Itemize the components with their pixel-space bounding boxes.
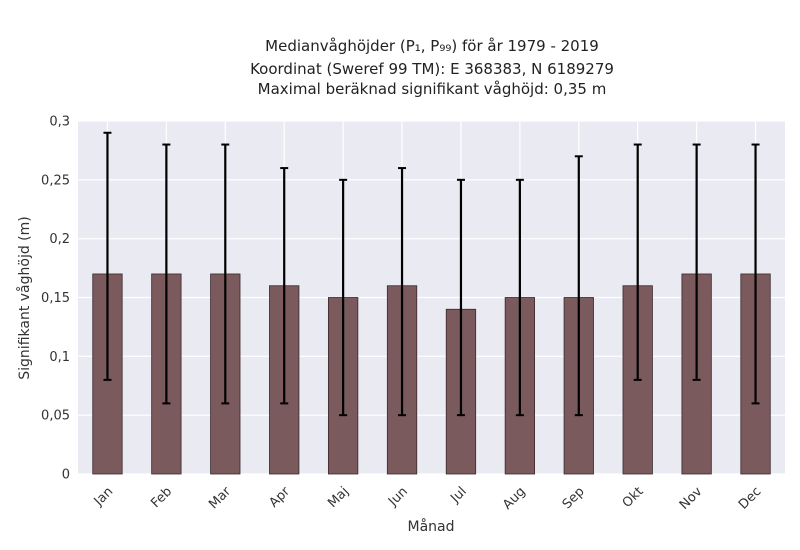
x-tick-label: Okt (620, 484, 647, 511)
x-axis-label: Månad (408, 518, 455, 535)
x-tick-label: Feb (148, 484, 175, 511)
x-tick-label: Jun (385, 484, 411, 510)
y-tick-label: 0,1 (49, 350, 70, 365)
x-tick-label: Apr (267, 484, 294, 511)
x-tick-label: Aug (500, 484, 529, 513)
y-tick-label: 0,25 (41, 173, 70, 188)
y-axis-label: Signifikant våghöjd (m) (16, 216, 33, 379)
x-tick-label: Sep (560, 484, 588, 512)
x-tick-label: Maj (325, 484, 352, 511)
x-tick-label: Jan (91, 484, 116, 509)
y-tick-label: 0,05 (41, 409, 70, 424)
y-tick-label: 0,15 (41, 291, 70, 306)
y-tick-label: 0,3 (49, 115, 70, 130)
error-bars (103, 131, 760, 417)
y-tick-label: 0 (62, 468, 70, 483)
chart-title-line-2: Koordinat (Sweref 99 TM): E 368383, N 61… (250, 60, 614, 78)
y-tick-label: 0,2 (49, 232, 70, 247)
x-tick-label: Dec (736, 484, 764, 512)
chart-title-line-3: Maximal beräknad signifikant våghöjd: 0,… (258, 80, 607, 98)
x-tick-label: Mar (206, 484, 234, 512)
x-tick-label: Jul (447, 484, 469, 506)
x-tick-label: Nov (677, 484, 706, 513)
chart-title-line-1: Medianvåghöjder (P₁, P₉₉) för år 1979 - … (265, 37, 599, 55)
